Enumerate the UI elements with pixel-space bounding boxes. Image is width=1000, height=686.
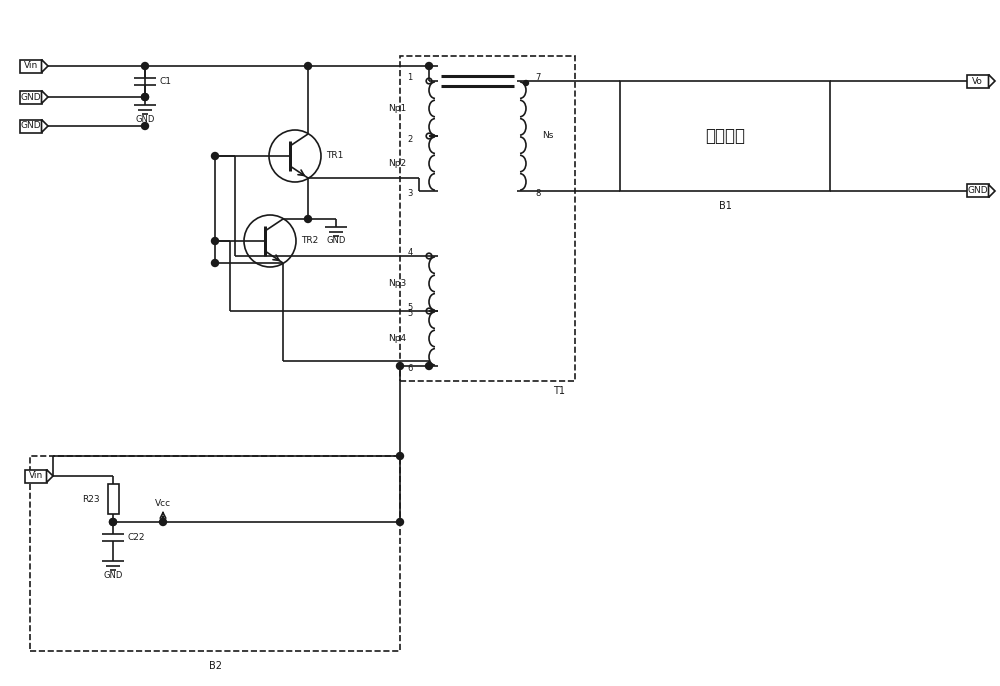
Circle shape	[396, 519, 404, 525]
Text: B2: B2	[208, 661, 222, 671]
Text: TR1: TR1	[326, 152, 343, 161]
Text: 2: 2	[407, 134, 413, 143]
Text: 8: 8	[535, 189, 541, 198]
Text: Vcc: Vcc	[155, 499, 171, 508]
Text: GND: GND	[326, 237, 346, 246]
Text: TR2: TR2	[301, 237, 318, 246]
Circle shape	[142, 93, 148, 101]
Text: 整流电路: 整流电路	[705, 127, 745, 145]
Circle shape	[426, 62, 432, 69]
Circle shape	[142, 93, 148, 101]
Polygon shape	[41, 60, 48, 73]
Text: GND: GND	[20, 121, 41, 130]
Circle shape	[304, 215, 312, 222]
Circle shape	[396, 453, 404, 460]
Bar	[20, 60, 42, 73]
Text: 5: 5	[407, 309, 413, 318]
Text: Np2: Np2	[388, 159, 406, 168]
Circle shape	[212, 259, 218, 266]
Bar	[108, 484, 119, 514]
Text: GND: GND	[967, 187, 988, 196]
Text: Np4: Np4	[388, 334, 406, 343]
Polygon shape	[988, 75, 995, 88]
Polygon shape	[41, 91, 48, 104]
Text: Np1: Np1	[388, 104, 406, 113]
Bar	[620, 81, 830, 191]
Polygon shape	[46, 469, 53, 482]
Bar	[967, 75, 988, 88]
Circle shape	[212, 152, 218, 160]
Text: GND: GND	[135, 115, 155, 123]
Bar	[400, 56, 575, 381]
Circle shape	[142, 62, 148, 69]
Text: B1: B1	[719, 201, 731, 211]
Bar	[967, 185, 988, 198]
Circle shape	[142, 123, 148, 130]
Text: C22: C22	[128, 533, 146, 542]
Text: 1: 1	[407, 73, 413, 82]
Circle shape	[426, 362, 432, 370]
Circle shape	[212, 237, 218, 244]
Text: 4: 4	[407, 248, 413, 257]
Circle shape	[160, 519, 166, 525]
Text: Vo: Vo	[972, 77, 983, 86]
Circle shape	[524, 80, 528, 86]
Text: Vin: Vin	[24, 62, 38, 71]
Circle shape	[396, 362, 404, 370]
Text: Ns: Ns	[542, 132, 554, 141]
Text: Np3: Np3	[388, 279, 406, 288]
Circle shape	[110, 519, 116, 525]
Bar	[20, 119, 42, 132]
Text: Vin: Vin	[29, 471, 43, 480]
Text: 5: 5	[407, 303, 413, 313]
Text: 7: 7	[535, 73, 541, 82]
Polygon shape	[988, 185, 995, 198]
Text: 6: 6	[407, 364, 413, 373]
Text: GND: GND	[103, 571, 123, 580]
Bar	[30, 456, 400, 651]
Bar	[20, 91, 42, 104]
Circle shape	[304, 62, 312, 69]
Text: GND: GND	[20, 93, 41, 102]
Text: T1: T1	[553, 386, 565, 396]
Bar	[25, 469, 46, 482]
Text: 3: 3	[407, 189, 413, 198]
Text: C1: C1	[160, 77, 172, 86]
Circle shape	[110, 519, 116, 525]
Text: R23: R23	[82, 495, 100, 504]
Polygon shape	[41, 119, 48, 132]
